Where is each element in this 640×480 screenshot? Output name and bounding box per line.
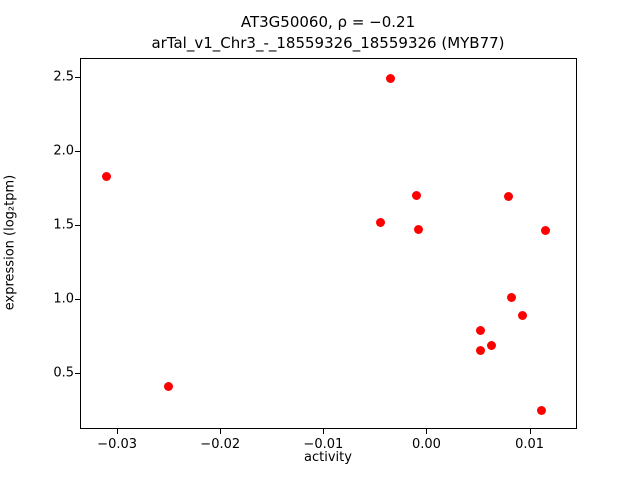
chart-title-line2: arTal_v1_Chr3_-_18559326_18559326 (MYB77… <box>151 34 505 52</box>
data-point <box>540 226 550 236</box>
chart-title-line1: AT3G50060, ρ = −0.21 <box>240 13 416 31</box>
data-point <box>475 325 485 335</box>
y-tick-label: 0.5 <box>53 365 74 381</box>
data-point <box>537 405 547 415</box>
plot-area: −0.03 −0.02 −0.01 0.00 0.01 0.5 1.0 1.5 2.0 2.5 <box>53 58 577 452</box>
y-tick-mark <box>75 299 80 301</box>
x-tick-mark <box>426 429 428 434</box>
x-tick-label: −0.01 <box>303 437 344 452</box>
data-point <box>375 217 385 227</box>
data-point <box>475 346 485 356</box>
data-point <box>486 340 496 350</box>
y-tick-mark <box>75 224 80 226</box>
y-tick-label: 2.0 <box>53 143 74 159</box>
x-tick-mark <box>220 429 222 434</box>
x-tick-label: −0.03 <box>97 437 138 452</box>
data-point <box>164 382 174 391</box>
x-tick-label: 0.00 <box>411 437 441 452</box>
data-point <box>385 73 395 83</box>
x-tick-mark <box>323 429 325 434</box>
x-tick-mark <box>117 429 119 434</box>
y-axis-label: expression (log₂tpm) <box>2 174 18 311</box>
data-point <box>517 310 527 320</box>
x-tick-label: −0.02 <box>200 437 241 452</box>
y-tick-label: 1.0 <box>53 291 74 307</box>
y-tick-label: 2.5 <box>53 69 74 85</box>
data-point <box>504 192 514 202</box>
x-tick-mark <box>529 429 531 434</box>
x-tick-label: 0.01 <box>515 437 545 452</box>
data-point <box>506 293 516 303</box>
data-point <box>102 171 112 181</box>
y-tick-label: 1.5 <box>53 217 74 233</box>
y-tick-mark <box>75 150 80 152</box>
x-axis-label: activity <box>304 450 352 465</box>
y-tick-mark <box>75 373 80 375</box>
y-tick-mark <box>75 76 80 78</box>
data-point <box>413 224 423 234</box>
data-point <box>411 190 421 200</box>
